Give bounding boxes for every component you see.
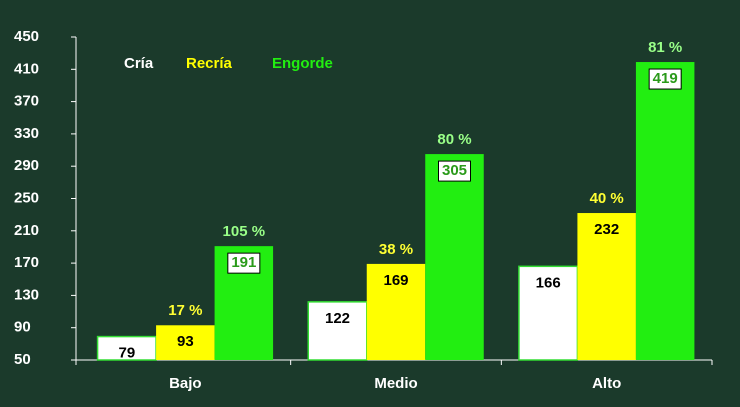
y-tick-label: 290 (14, 157, 39, 174)
bar (156, 325, 215, 360)
legend-label: Cría (124, 55, 154, 72)
x-tick-label: Medio (374, 375, 417, 392)
value-label: 305 (442, 162, 467, 179)
y-tick-label: 50 (14, 351, 31, 368)
y-tick-label: 90 (14, 319, 31, 336)
y-tick-label: 450 (14, 28, 39, 45)
value-label: 419 (653, 70, 678, 87)
x-tick-label: Bajo (169, 375, 202, 392)
bar (635, 62, 695, 360)
y-tick-label: 130 (14, 286, 39, 303)
y-tick-label: 210 (14, 222, 39, 239)
y-tick-label: 330 (14, 125, 39, 142)
percent-label: 105 % (223, 223, 266, 240)
y-tick-label: 250 (14, 189, 39, 206)
bar (366, 263, 426, 360)
y-tick-label: 370 (14, 93, 39, 110)
legend-label: Recría (186, 55, 233, 72)
value-label: 79 (118, 345, 135, 362)
value-label: 191 (231, 254, 256, 271)
bar (577, 213, 636, 360)
bar (425, 154, 484, 360)
y-tick-label: 170 (14, 254, 39, 271)
y-tick-label: 410 (14, 60, 39, 77)
percent-label: 80 % (437, 131, 471, 148)
percent-label: 81 % (648, 39, 682, 56)
value-label-box (648, 68, 682, 90)
value-label-box (227, 252, 261, 274)
percent-label: 38 % (379, 241, 413, 258)
percent-label: 40 % (590, 190, 624, 207)
value-label: 232 (594, 221, 619, 238)
value-label: 93 (177, 333, 194, 350)
x-tick-label: Alto (592, 375, 621, 392)
value-label: 166 (536, 274, 561, 291)
legend-label: Engorde (272, 55, 333, 72)
value-label: 122 (325, 310, 350, 327)
bar (518, 265, 579, 361)
value-label-box (438, 160, 471, 182)
percent-label: 17 % (168, 302, 202, 319)
value-label: 169 (383, 272, 408, 289)
